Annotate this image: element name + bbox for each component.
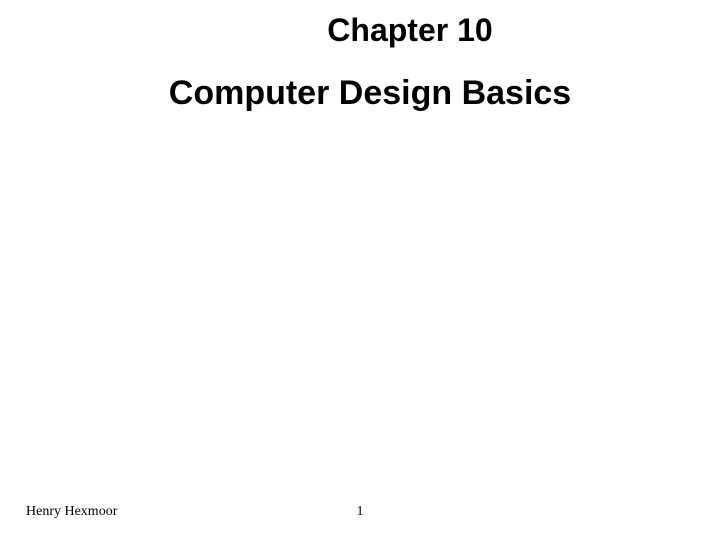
chapter-heading: Chapter 10: [0, 12, 720, 49]
slide-title: Computer Design Basics: [0, 74, 720, 113]
footer-page-number: 1: [357, 504, 364, 520]
slide-container: Chapter 10 Computer Design Basics Henry …: [0, 0, 720, 540]
footer-author: Henry Hexmoor: [26, 504, 117, 520]
